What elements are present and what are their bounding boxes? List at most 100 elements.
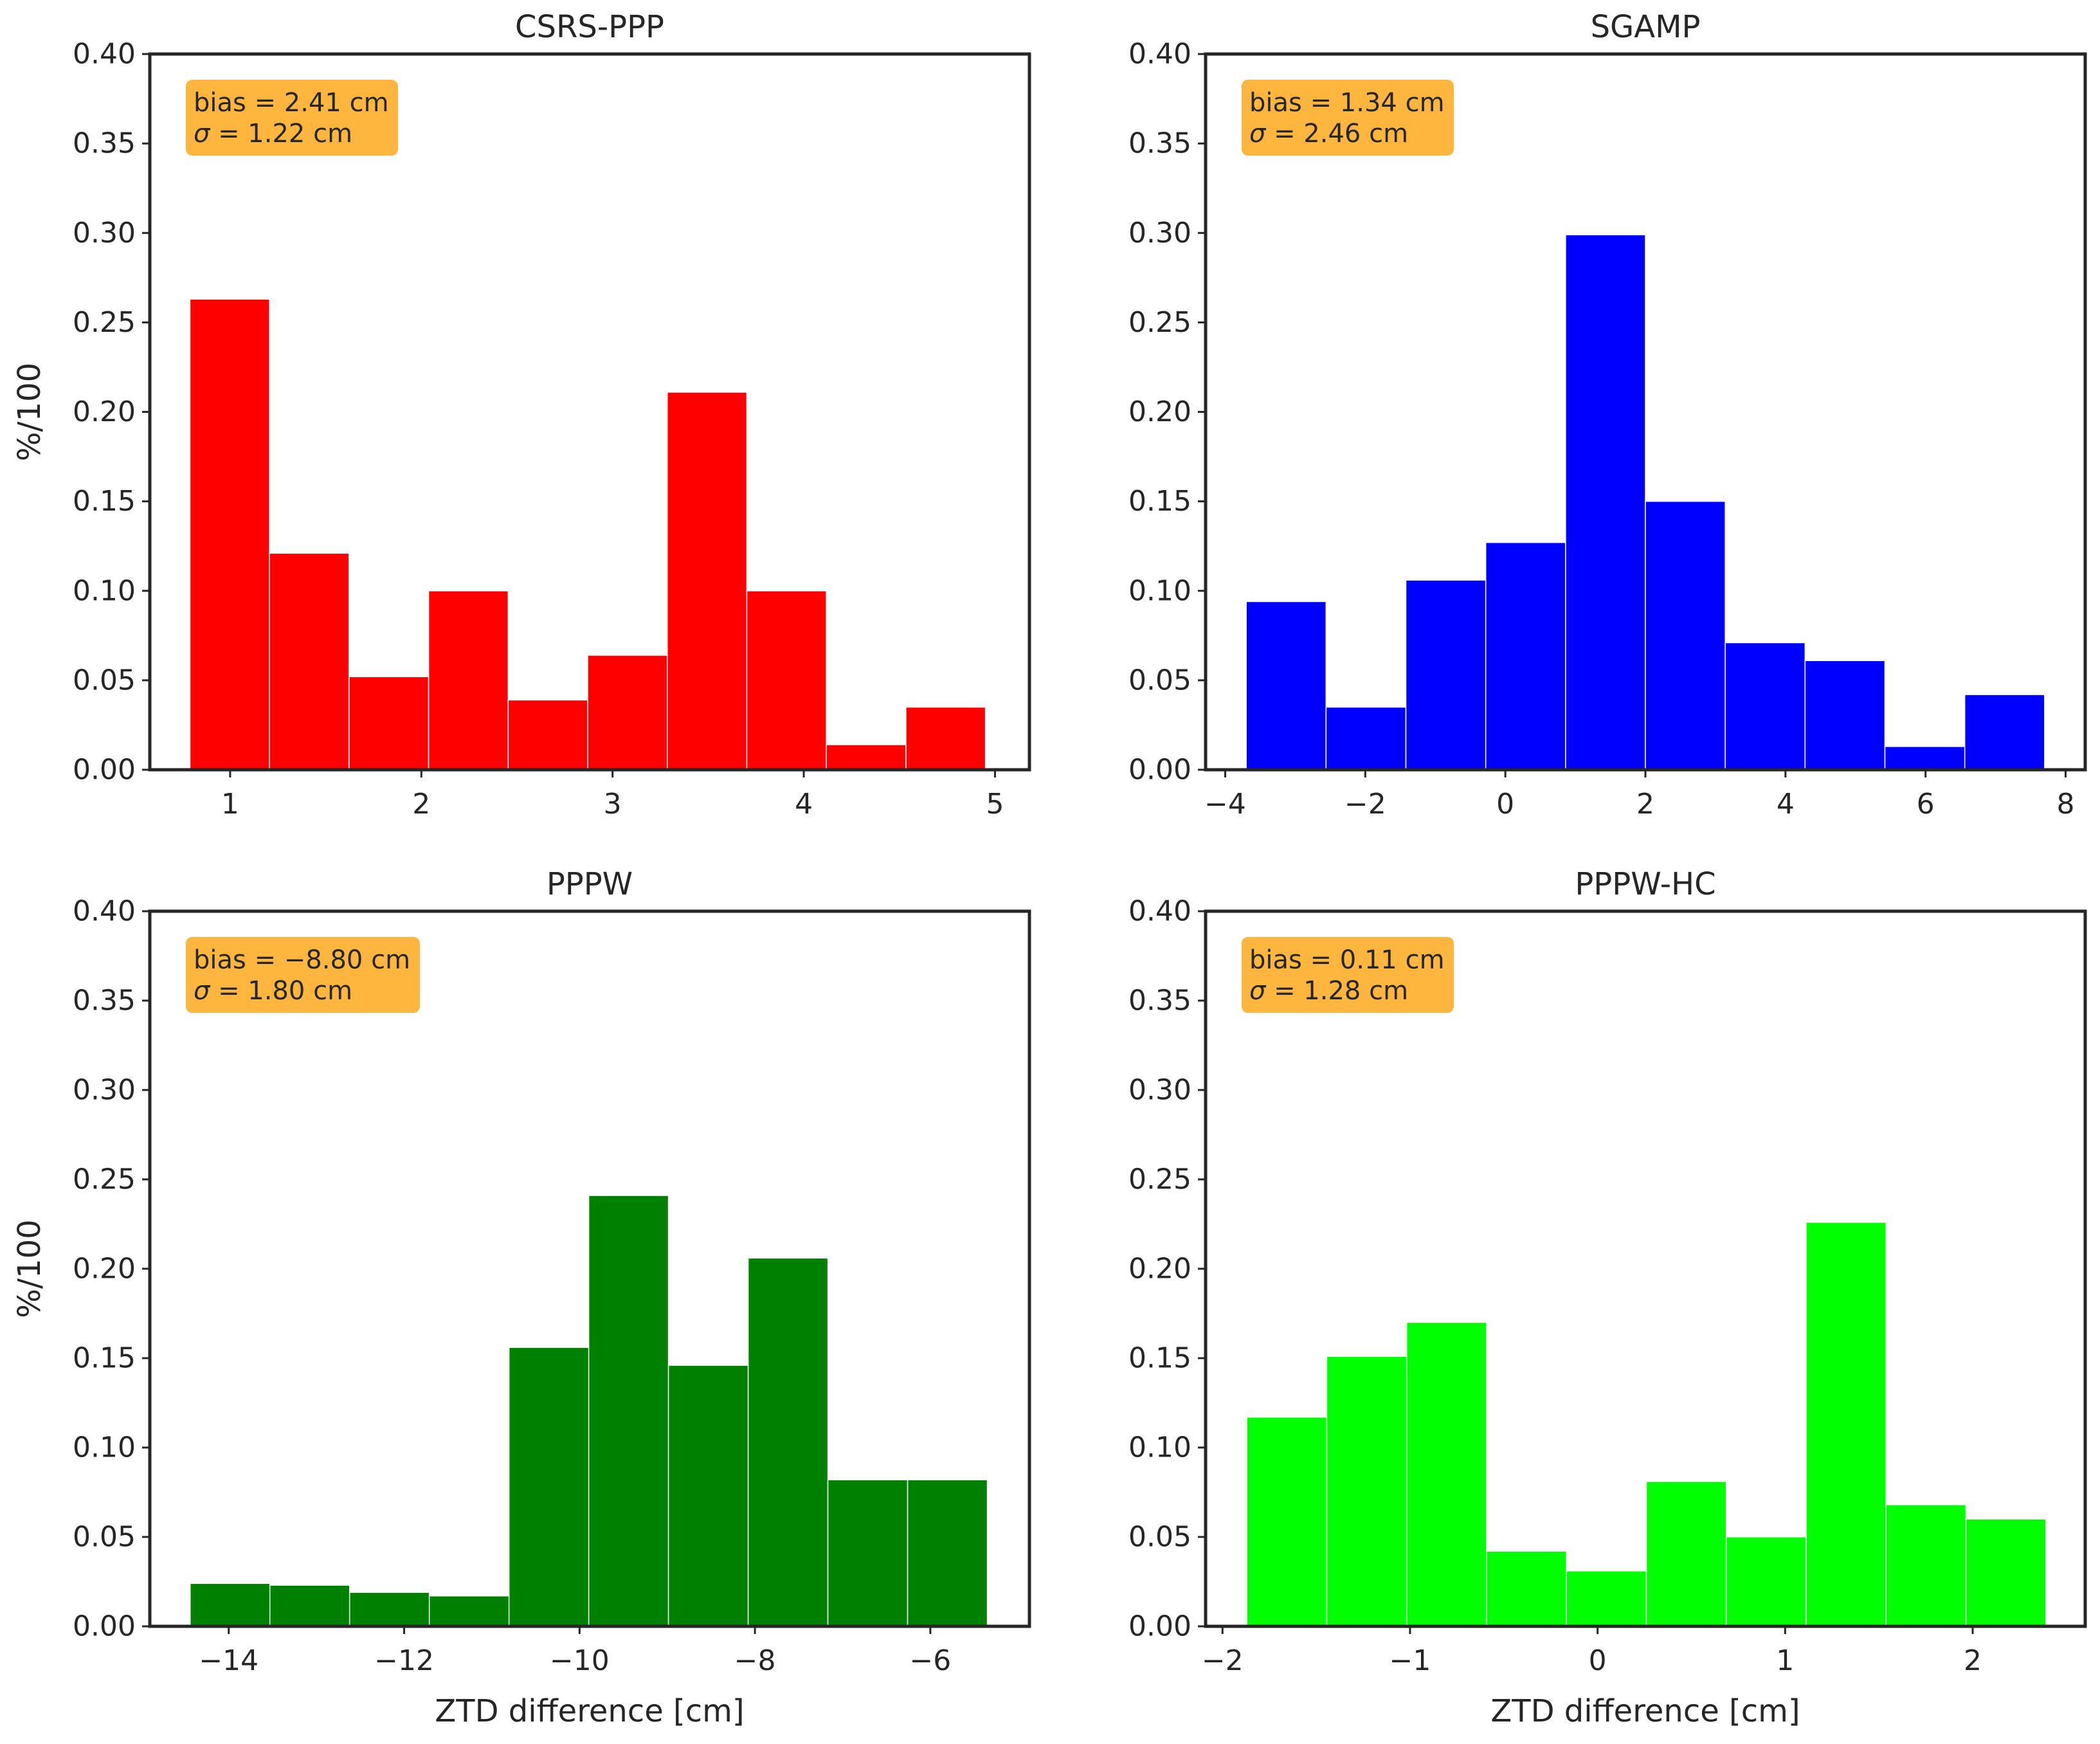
y-tick-label: 0.30 (73, 217, 136, 250)
x-tick-label: 5 (986, 788, 1004, 821)
sigma-text: σ = 2.46 cm (1249, 119, 1408, 149)
sigma-value: = 2.46 cm (1265, 119, 1408, 149)
y-tick-label: 0.15 (73, 1342, 136, 1375)
histogram-bar (1405, 579, 1487, 770)
y-tick-label: 0.00 (1128, 754, 1191, 786)
x-tick-label: 2 (1636, 788, 1654, 821)
histogram-bar (1965, 1518, 2047, 1627)
y-tick-label: 0.20 (73, 395, 136, 428)
y-tick-label: 0.20 (1128, 1253, 1191, 1285)
sigma-symbol: σ (194, 119, 211, 149)
y-tick-label: 0.40 (73, 38, 136, 71)
x-tick-label: −2 (1344, 788, 1386, 821)
sigma-symbol: σ (1249, 119, 1267, 149)
x-tick-label: 1 (1776, 1644, 1794, 1677)
x-axis-label: ZTD difference [cm] (435, 1693, 744, 1729)
y-axis-label: %/100 (12, 1219, 48, 1318)
sigma-value: = 1.28 cm (1265, 976, 1408, 1006)
x-tick-label: 2 (1964, 1644, 1982, 1677)
histogram-bar (827, 1479, 909, 1627)
y-tick-label: 0.30 (73, 1074, 136, 1107)
y-axis-label: %/100 (12, 363, 48, 461)
y-tick-label: 0.05 (1128, 1521, 1191, 1554)
y-tick-label: 0.10 (73, 574, 136, 607)
y-tick-label: 0.25 (73, 1163, 136, 1196)
bias-text: bias = −8.80 cm (194, 945, 410, 975)
y-tick-label: 0.40 (1128, 895, 1191, 928)
panel-title: PPPW-HC (1575, 866, 1715, 902)
chart-panel: 0.00 0.05 0.10 0.15 0.20 0.25 0.30 0.35 0.40 −4 −2… (1128, 9, 2087, 821)
histogram-bar (1566, 1570, 1647, 1627)
sigma-symbol: σ (1249, 976, 1267, 1006)
y-tick-label: 0.15 (1128, 1342, 1191, 1375)
histogram-bar (747, 1257, 829, 1627)
y-tick-label: 0.25 (1128, 1163, 1191, 1196)
histogram-bar (348, 1592, 430, 1627)
sigma-value: = 1.80 cm (210, 976, 352, 1006)
histogram-bar (269, 552, 350, 770)
histogram-bar (587, 655, 668, 770)
y-tick-label: 0.25 (1128, 306, 1191, 339)
y-tick-label: 0.40 (73, 895, 136, 928)
sigma-symbol: σ (194, 976, 211, 1006)
histogram-bar (1804, 660, 1886, 770)
y-tick-label: 0.30 (1128, 1074, 1191, 1107)
histogram-bar (428, 1595, 510, 1627)
y-tick-label: 0.00 (73, 1610, 136, 1643)
y-tick-label: 0.30 (1128, 217, 1191, 250)
y-tick-label: 0.10 (1128, 574, 1191, 607)
histogram-bar (905, 706, 986, 770)
panel-title: SGAMP (1591, 9, 1701, 45)
x-tick-label: −2 (1202, 1644, 1244, 1677)
y-tick-label: 0.15 (73, 485, 136, 518)
sigma-value: = 1.22 cm (210, 119, 352, 149)
y-tick-label: 0.05 (1128, 664, 1191, 696)
panel-title: PPPW (547, 866, 633, 902)
histogram-bar (1964, 694, 2045, 770)
histogram-bar (189, 1583, 271, 1627)
chart-panel: 0.00 0.05 0.10 0.15 0.20 0.25 0.30 0.35 0.40 −14 −… (12, 866, 1031, 1729)
x-tick-label: 4 (795, 788, 813, 821)
x-tick-label: 2 (412, 788, 430, 821)
histogram-bar (826, 744, 907, 770)
stats-box-background (1242, 937, 1454, 1013)
chart-panel: 0.00 0.05 0.10 0.15 0.20 0.25 0.30 0.35 0.40 −2 −1… (1128, 866, 2087, 1729)
y-tick-label: 0.35 (73, 985, 136, 1017)
y-tick-label: 0.05 (73, 1521, 136, 1554)
bias-text: bias = 1.34 cm (1249, 88, 1445, 118)
stats-box-background (186, 80, 398, 156)
histogram-bar (428, 590, 509, 770)
sigma-text: σ = 1.28 cm (1249, 976, 1408, 1006)
histogram-bar (269, 1585, 350, 1627)
histogram-bar (746, 590, 827, 770)
bias-text: bias = 2.41 cm (194, 88, 389, 118)
histogram-bar (1724, 642, 1806, 770)
histogram-bar (1486, 1550, 1567, 1627)
y-tick-label: 0.10 (1128, 1431, 1191, 1464)
chart-panel: 0.00 0.05 0.10 0.15 0.20 0.25 0.30 0.35 0.40 1 2 3 4… (12, 9, 1031, 821)
histogram-bar (189, 298, 270, 770)
stats-box: bias = 1.34 cmσ = 2.46 cm (1242, 80, 1454, 156)
histogram-bar (1326, 1356, 1408, 1627)
histogram-bar (1245, 601, 1327, 770)
histogram-bar (667, 1365, 749, 1627)
histogram-bar (1406, 1322, 1487, 1627)
x-tick-label: −6 (909, 1644, 951, 1677)
x-tick-label: −14 (199, 1644, 258, 1677)
y-tick-label: 0.35 (1128, 985, 1191, 1017)
histogram-bar (1485, 541, 1566, 770)
stats-box-background (186, 937, 420, 1013)
y-tick-label: 0.20 (1128, 395, 1191, 428)
histogram-bar (907, 1479, 988, 1627)
stats-box-background (1242, 80, 1454, 156)
stats-box: bias = −8.80 cmσ = 1.80 cm (186, 937, 420, 1013)
histogram-bar (508, 1347, 590, 1627)
y-tick-label: 0.00 (73, 754, 136, 786)
histogram-bar (666, 392, 748, 770)
y-tick-label: 0.05 (73, 664, 136, 696)
histogram-bar (1885, 1504, 1967, 1627)
y-tick-label: 0.40 (1128, 38, 1191, 71)
y-tick-label: 0.10 (73, 1431, 136, 1464)
